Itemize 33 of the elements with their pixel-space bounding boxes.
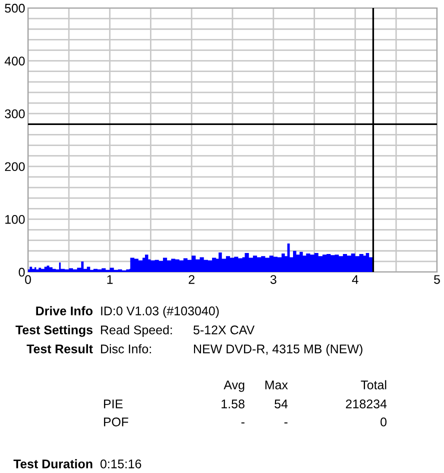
y-tick-label: 400 [4, 56, 25, 66]
text: Total [360, 380, 386, 390]
text: Test Settings [16, 325, 92, 337]
text: 0:15:16 [100, 460, 142, 468]
text: POF [104, 418, 128, 426]
text: Test Result [26, 344, 93, 354]
text: Read Speed: [101, 325, 172, 337]
text: Drive Info [36, 306, 93, 316]
text: Avg [224, 380, 244, 392]
x-tick-label: 5 [434, 275, 440, 284]
y-tick-label: 100 [5, 215, 25, 224]
x-tick-label: 1 [107, 275, 113, 284]
x-tick-label: 0 [25, 275, 31, 284]
text: PIE [104, 400, 123, 408]
y-tick-label: 200 [5, 162, 25, 172]
text: Test Duration [14, 459, 92, 468]
text: Disc Info: [101, 344, 151, 354]
text: 0 [380, 418, 387, 426]
text: - [284, 422, 288, 424]
x-tick-label: 4 [352, 275, 358, 284]
text: ID:0 V1.03 (#103040) [101, 306, 219, 318]
y-tick-label: 0 [18, 268, 25, 277]
text: 218234 [346, 400, 387, 408]
y-tick-label: 500 [4, 4, 25, 13]
text: 1.58 [222, 400, 244, 408]
x-tick-label: 2 [188, 275, 194, 284]
text: Max [265, 380, 288, 390]
text: 5-12X CAV [194, 326, 255, 334]
text: NEW DVD-R, 4315 MB (NEW) [194, 344, 362, 356]
y-tick-label: 300 [4, 109, 25, 118]
text: 54 [274, 400, 288, 408]
text: - [241, 422, 244, 424]
x-tick-label: 3 [270, 275, 276, 284]
